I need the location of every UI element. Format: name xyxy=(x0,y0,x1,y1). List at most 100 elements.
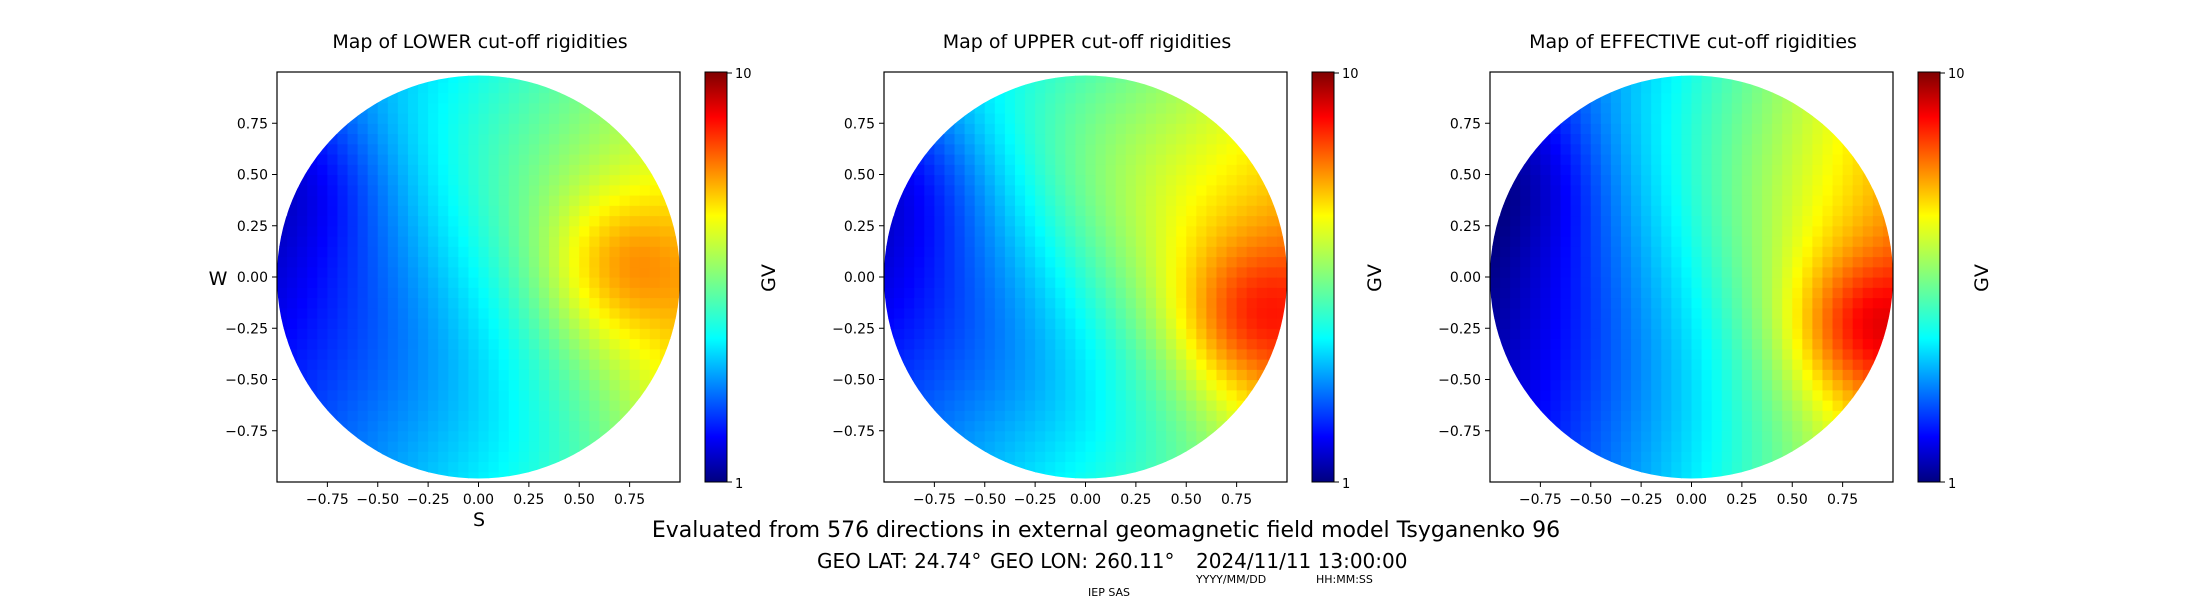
heat-cell xyxy=(1762,154,1773,165)
heat-cell xyxy=(569,174,580,186)
heat-cell xyxy=(418,461,429,473)
heat-cell xyxy=(1256,359,1268,370)
heat-cell xyxy=(1661,328,1672,340)
heat-cell xyxy=(1276,287,1287,299)
heat-cell xyxy=(1540,348,1552,360)
heat-cell xyxy=(387,379,399,391)
heat-cell xyxy=(367,143,379,155)
heat-cell xyxy=(498,225,510,237)
heat-cell xyxy=(1206,154,1218,165)
heat-cell xyxy=(1085,338,1097,350)
heat-cell xyxy=(1014,164,1026,176)
heat-cell xyxy=(1095,328,1107,340)
heat-cell xyxy=(518,143,530,155)
heat-cell xyxy=(914,256,925,268)
heat-cell xyxy=(1550,348,1562,360)
heat-cell xyxy=(468,307,480,319)
heat-cell xyxy=(448,410,459,422)
heat-cell xyxy=(1610,174,1622,186)
heat-cell xyxy=(1540,389,1552,401)
heat-cell xyxy=(994,451,1006,463)
heat-cell xyxy=(1711,461,1723,473)
heat-cell xyxy=(1741,225,1753,237)
heat-cell xyxy=(1226,400,1238,411)
heat-cell xyxy=(1004,297,1016,309)
heat-cell xyxy=(619,174,631,186)
heat-cell xyxy=(1661,215,1672,227)
heat-cell xyxy=(317,215,328,227)
heat-cell xyxy=(944,215,956,227)
heat-cell xyxy=(1590,441,1602,452)
heat-cell xyxy=(347,215,359,227)
heat-cell xyxy=(1812,225,1824,237)
heat-cell xyxy=(1802,389,1813,401)
heat-cell xyxy=(297,236,308,247)
heat-cell xyxy=(387,348,399,360)
heat-cell xyxy=(367,225,379,237)
heat-cell xyxy=(1691,451,1703,463)
heat-cell xyxy=(619,246,631,258)
heat-cell xyxy=(1671,461,1683,473)
heat-cell xyxy=(1530,164,1541,176)
heat-cell xyxy=(1651,82,1662,94)
heat-cell xyxy=(1035,420,1046,432)
heat-cell xyxy=(1206,420,1218,432)
heat-cell xyxy=(619,297,631,309)
heat-cell xyxy=(1166,184,1177,196)
heat-cell xyxy=(357,195,369,206)
heat-cell xyxy=(337,266,349,278)
heat-cell xyxy=(357,215,369,227)
heat-cell xyxy=(1510,215,1521,227)
heat-cell xyxy=(1226,164,1238,176)
heat-cell xyxy=(1620,266,1632,278)
heat-cell xyxy=(1186,256,1197,268)
heat-cell xyxy=(407,195,419,206)
heat-cell xyxy=(1610,338,1622,350)
heat-cell xyxy=(1772,369,1783,381)
heat-cell xyxy=(569,348,580,360)
heat-cell xyxy=(1105,174,1117,186)
heat-cell xyxy=(1711,338,1723,350)
heat-cell xyxy=(1812,184,1824,196)
heat-cell xyxy=(1762,256,1773,268)
heat-cell xyxy=(1135,287,1147,299)
heat-cell xyxy=(1156,400,1167,411)
heat-cell xyxy=(1176,379,1187,391)
heat-cell xyxy=(1721,92,1733,104)
heat-cell xyxy=(944,307,956,319)
heat-cell xyxy=(1176,430,1187,442)
heat-cell xyxy=(609,164,621,176)
heat-cell xyxy=(1681,328,1693,340)
heat-cell xyxy=(1540,328,1552,340)
heat-cell xyxy=(1206,348,1218,360)
heat-cell xyxy=(1862,215,1874,227)
heat-cell xyxy=(924,174,935,186)
heat-cell xyxy=(1266,236,1278,247)
heat-cell xyxy=(1762,113,1773,124)
credit: IEP SAS xyxy=(1088,586,1130,599)
heat-cell xyxy=(1085,225,1097,237)
heat-cell xyxy=(1570,256,1582,268)
heat-cell xyxy=(1075,328,1087,340)
heat-cell xyxy=(367,256,379,268)
heat-cell xyxy=(1842,184,1854,196)
heat-cell xyxy=(1610,307,1622,319)
heat-cell xyxy=(1085,102,1097,114)
heat-cell xyxy=(559,277,570,288)
heat-cell xyxy=(297,287,308,299)
heat-cell xyxy=(1832,246,1844,258)
heat-cell xyxy=(1045,461,1056,473)
heat-cell xyxy=(1641,430,1652,442)
heat-cell xyxy=(1631,369,1642,381)
heat-cell xyxy=(1701,164,1713,176)
heat-cell xyxy=(579,174,590,186)
heat-cell xyxy=(1721,184,1733,196)
heat-cell xyxy=(1196,123,1207,135)
heat-cell xyxy=(914,277,925,288)
heat-cell xyxy=(468,92,480,104)
heat-cell xyxy=(357,410,369,422)
heat-cell xyxy=(1641,338,1652,350)
heat-cell xyxy=(1590,215,1602,227)
heat-cell xyxy=(1196,430,1207,442)
heat-cell xyxy=(974,184,986,196)
